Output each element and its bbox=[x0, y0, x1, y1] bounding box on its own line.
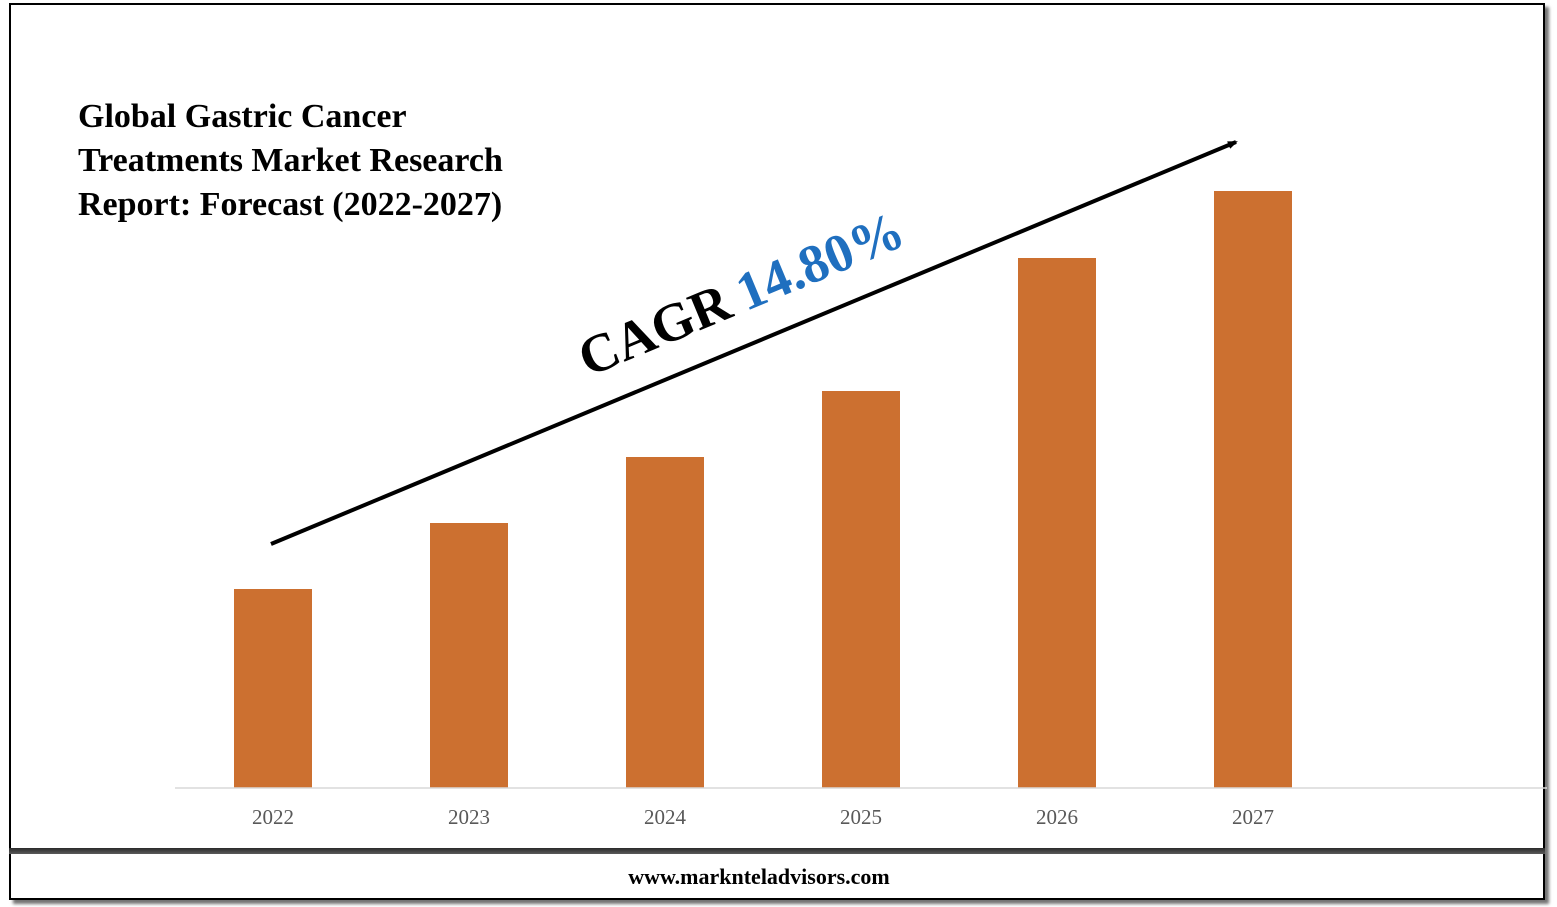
cagr-annotation: CAGR14.80% bbox=[570, 200, 913, 389]
x-tick-label-2022: 2022 bbox=[252, 805, 294, 829]
title-line-1: Global Gastric Cancer bbox=[78, 98, 407, 135]
cagr-label: CAGR bbox=[570, 271, 741, 388]
bar-2025 bbox=[822, 391, 900, 788]
x-tick-label-2025: 2025 bbox=[840, 805, 882, 829]
footer-url: www.marknteladvisors.com bbox=[628, 864, 890, 889]
bar-2022 bbox=[234, 589, 312, 788]
x-tick-labels: 2022 2023 2024 2025 2026 2027 bbox=[252, 805, 1274, 829]
bar-2027 bbox=[1214, 191, 1292, 788]
bars-group bbox=[234, 191, 1292, 788]
x-tick-label-2027: 2027 bbox=[1232, 805, 1274, 829]
title-line-3: Report: Forecast (2022-2027) bbox=[78, 186, 503, 223]
footer-divider bbox=[9, 848, 1545, 854]
bar-2023 bbox=[430, 523, 508, 788]
title-line-2: Treatments Market Research bbox=[78, 142, 503, 179]
cagr-value: 14.80% bbox=[727, 200, 912, 323]
chart-title: Global Gastric Cancer Treatments Market … bbox=[78, 95, 598, 227]
x-tick-label-2024: 2024 bbox=[644, 805, 687, 829]
x-tick-label-2023: 2023 bbox=[448, 805, 490, 829]
bar-2024 bbox=[626, 457, 704, 788]
bar-2026 bbox=[1018, 258, 1096, 788]
x-tick-label-2026: 2026 bbox=[1036, 805, 1078, 829]
trend-arrow bbox=[270, 140, 1238, 546]
